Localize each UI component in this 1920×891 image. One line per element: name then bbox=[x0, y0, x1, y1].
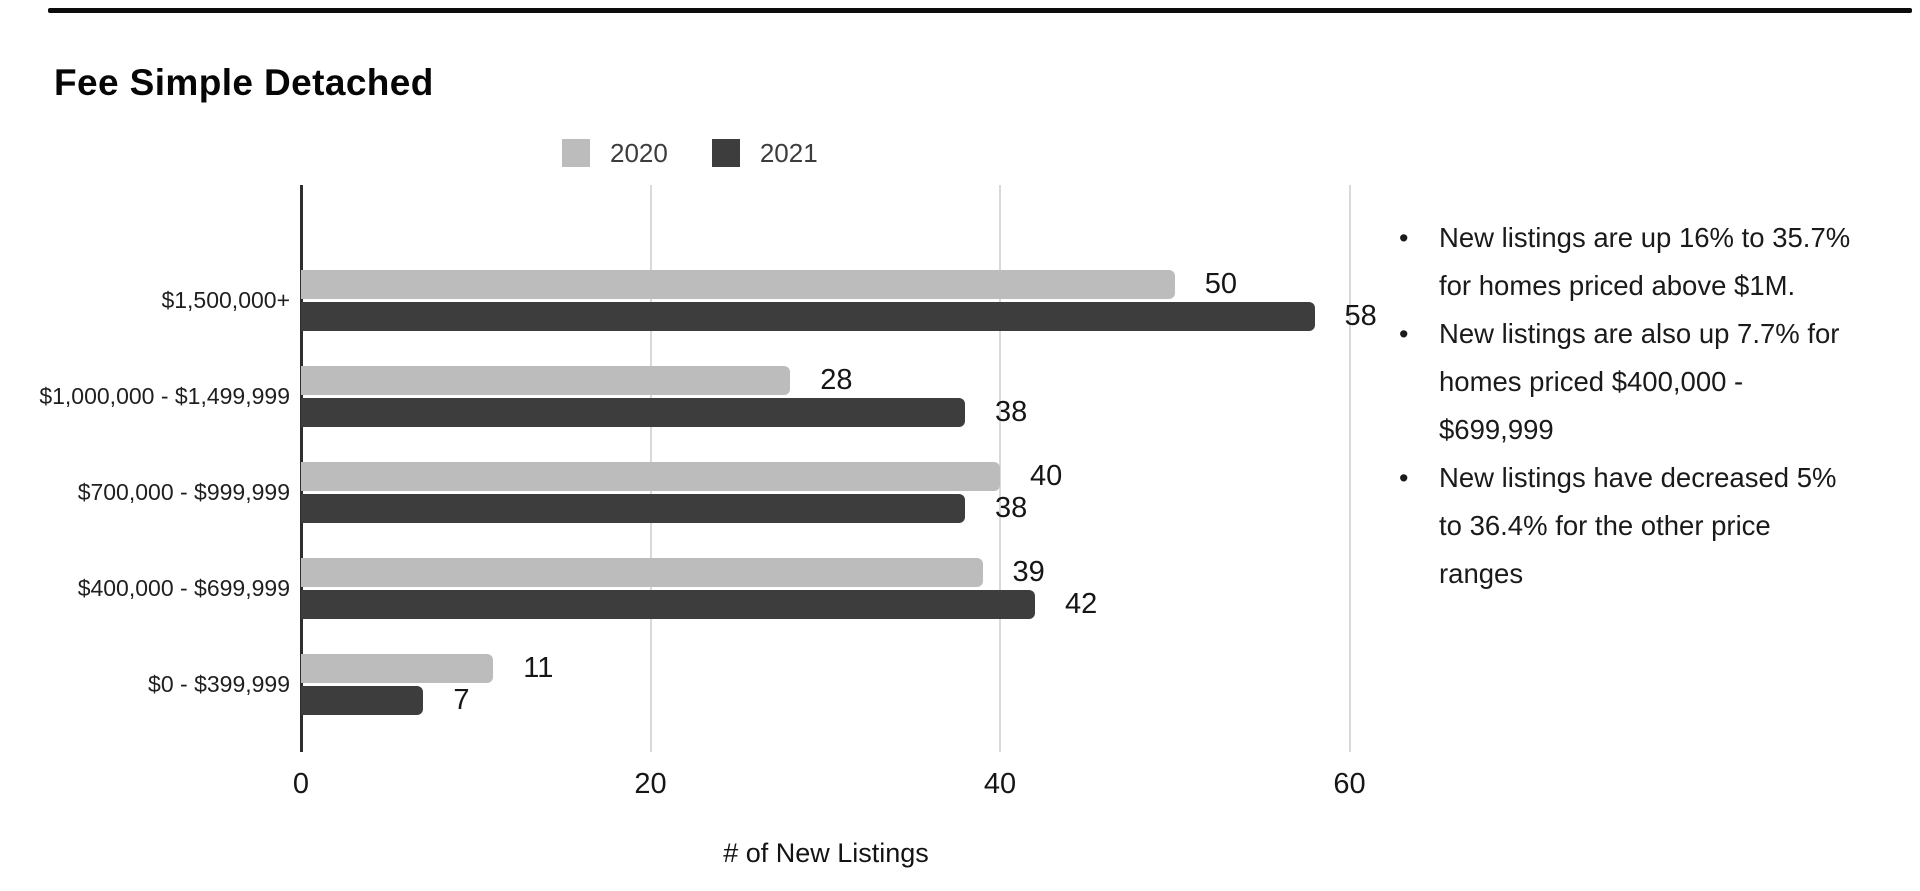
note-text: New listings are up 16% to 35.7% for hom… bbox=[1439, 222, 1851, 301]
x-tick-label-60: 60 bbox=[1333, 768, 1366, 800]
legend-label-2020: 2020 bbox=[610, 137, 668, 168]
bar-value-label: 7 bbox=[453, 683, 470, 716]
note-text: New listings are also up 7.7% for homes … bbox=[1439, 318, 1840, 445]
chart-title: Fee Simple Detached bbox=[54, 62, 434, 103]
category-label: $0 - $399,999 bbox=[148, 671, 290, 697]
x-axis-title: # of New Listings bbox=[723, 838, 929, 868]
x-tick-label-40: 40 bbox=[983, 768, 1017, 800]
bullet-icon: • bbox=[1399, 223, 1409, 253]
x-tick-label-0: 0 bbox=[292, 768, 310, 800]
legend-swatch-2021 bbox=[711, 139, 740, 167]
bar-value-label: 42 bbox=[1064, 587, 1098, 620]
bar-value-label: 38 bbox=[995, 491, 1028, 524]
legend-item-2021: 2021 bbox=[711, 137, 818, 169]
bar-2020 bbox=[301, 365, 791, 395]
legend: 2020 2021 bbox=[562, 138, 862, 168]
bar-value-label: 38 bbox=[995, 395, 1028, 428]
bar-value-label: 50 bbox=[1204, 267, 1238, 300]
note-item: • New listings are up 16% to 35.7% for h… bbox=[1398, 214, 1918, 310]
bar-value-label: 11 bbox=[523, 651, 554, 684]
x-tick-label-20: 20 bbox=[634, 768, 667, 800]
gridline-x40 bbox=[999, 185, 1001, 752]
gridline-x60 bbox=[1348, 185, 1351, 752]
legend-item-2020: 2020 bbox=[562, 138, 668, 169]
category-label: $1,000,000 - $1,499,999 bbox=[39, 383, 290, 409]
legend-label-2021: 2021 bbox=[759, 137, 818, 168]
bar-value-label: 28 bbox=[820, 363, 853, 396]
bar-2021 bbox=[301, 397, 966, 427]
bar-2021 bbox=[301, 685, 424, 715]
bullet-icon: • bbox=[1399, 463, 1409, 493]
bar-value-label: 58 bbox=[1344, 299, 1377, 332]
bar-2021 bbox=[301, 589, 1035, 619]
category-label: $1,500,000+ bbox=[161, 287, 290, 313]
legend-swatch-2020 bbox=[562, 139, 590, 167]
notes-list: • New listings are up 16% to 35.7% for h… bbox=[1398, 214, 1918, 598]
bullet-icon: • bbox=[1399, 319, 1409, 349]
bar-2020 bbox=[301, 461, 1000, 491]
note-item: • New listings have decreased 5% to 36.4… bbox=[1398, 454, 1918, 598]
top-rule bbox=[48, 8, 1912, 13]
bar-2020 bbox=[301, 269, 1175, 299]
bar-2021 bbox=[301, 301, 1315, 331]
bar-value-label: 40 bbox=[1030, 459, 1063, 492]
bar-2020 bbox=[301, 653, 494, 683]
category-label: $700,000 - $999,999 bbox=[77, 479, 290, 505]
note-item: • New listings are also up 7.7% for home… bbox=[1398, 310, 1918, 454]
category-label: $400,000 - $699,999 bbox=[77, 575, 290, 601]
bar-2020 bbox=[301, 557, 983, 587]
bar-2021 bbox=[301, 493, 966, 523]
note-text: New listings have decreased 5% to 36.4% … bbox=[1439, 462, 1837, 589]
bar-value-label: 39 bbox=[1012, 555, 1045, 588]
